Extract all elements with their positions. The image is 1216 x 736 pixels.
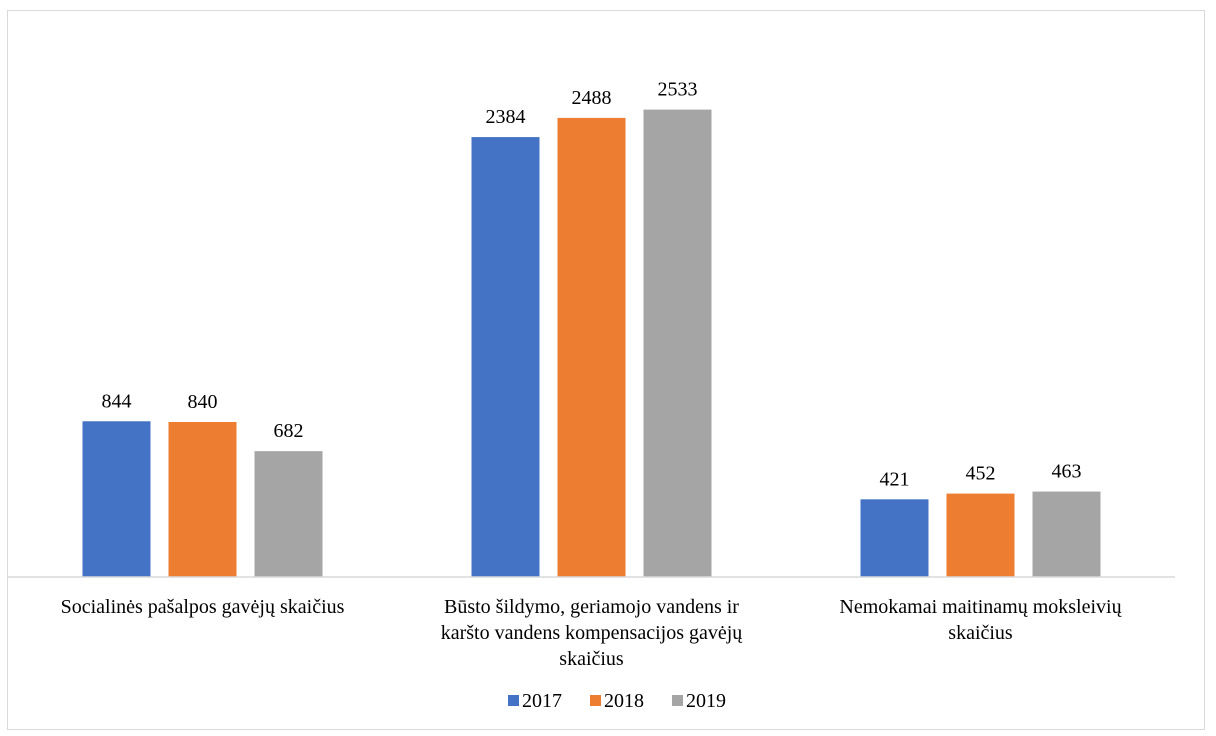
category-label-1: Socialinės pašalpos gavėjų skaičius — [61, 596, 345, 618]
data-label-2018-2: 2488 — [572, 87, 612, 109]
legend-label-2018: 2018 — [604, 690, 644, 712]
category-label-2: karšto vandens kompensacijos gavėjų — [441, 622, 744, 644]
data-label-2019-3: 463 — [1052, 461, 1082, 483]
legend-swatch-2019 — [672, 695, 683, 706]
data-labels-layer: 844 840 682 2384 2488 2533 421 452 463 — [102, 79, 1082, 491]
category-label-3: skaičius — [948, 622, 1013, 644]
legend-swatch-2018 — [590, 695, 601, 706]
bar-2019-1 — [254, 451, 323, 577]
bar-2018-1 — [168, 421, 237, 577]
legend-label-2019: 2019 — [686, 690, 726, 712]
category-label-2: Būsto šildymo, geriamojo vandens ir — [444, 596, 739, 618]
category-label-3: Nemokamai maitinamų moksleivių — [839, 596, 1122, 618]
bar-2017-3 — [860, 499, 929, 577]
bar-2017-2 — [471, 137, 540, 577]
data-label-2018-1: 840 — [188, 391, 218, 413]
bar-2019-3 — [1032, 491, 1101, 577]
legend-swatch-2017 — [508, 695, 519, 706]
data-label-2018-3: 452 — [966, 463, 996, 485]
legend: 2017 2018 2019 — [508, 690, 726, 712]
bar-2017-1 — [82, 421, 151, 577]
data-label-2017-3: 421 — [880, 468, 910, 490]
data-label-2019-2: 2533 — [658, 79, 698, 101]
data-label-2017-1: 844 — [102, 390, 132, 412]
category-labels-layer: Socialinės pašalpos gavėjų skaičius Būsto… — [61, 596, 1123, 670]
data-label-2019-1: 682 — [274, 420, 304, 442]
bars-layer — [82, 109, 1101, 577]
category-label-2: skaičius — [559, 648, 624, 670]
bar-2018-3 — [946, 493, 1015, 577]
bar-2019-2 — [643, 109, 712, 577]
bar-2018-2 — [557, 117, 626, 577]
data-label-2017-2: 2384 — [486, 106, 526, 128]
legend-label-2017: 2017 — [522, 690, 562, 712]
